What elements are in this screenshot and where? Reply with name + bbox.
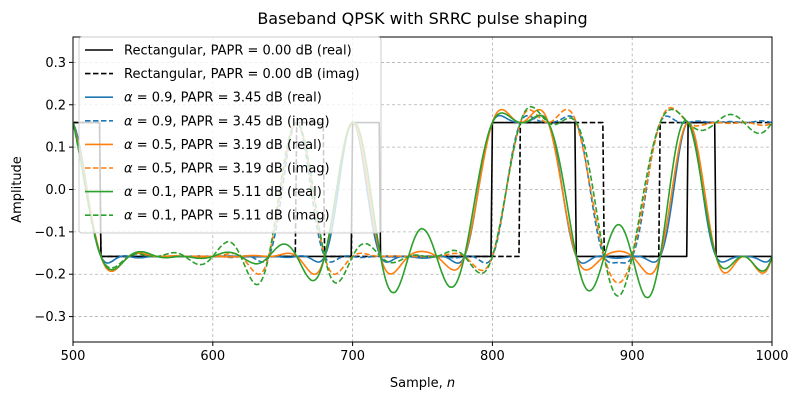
legend-label: α = 0.9, PAPR = 3.45 dB (real) xyxy=(124,91,322,106)
x-tick-label: 700 xyxy=(340,349,365,364)
y-tick-label: 0.3 xyxy=(45,56,66,71)
x-tick-label: 800 xyxy=(480,349,505,364)
x-tick-label: 600 xyxy=(200,349,225,364)
x-axis-label: Sample, n xyxy=(390,376,455,391)
chart-title: Baseband QPSK with SRRC pulse shaping xyxy=(257,9,587,28)
legend-label: α = 0.1, PAPR = 5.11 dB (real) xyxy=(124,185,322,200)
legend: Rectangular, PAPR = 0.00 dB (real) Rectan… xyxy=(78,36,382,234)
y-tick-label: −0.2 xyxy=(34,268,66,283)
legend-box xyxy=(78,36,382,234)
legend-label: Rectangular, PAPR = 0.00 dB (real) xyxy=(124,44,352,59)
legend-label: α = 0.1, PAPR = 5.11 dB (imag) xyxy=(124,209,330,224)
y-tick-label: 0.0 xyxy=(45,183,66,198)
x-tick-label: 900 xyxy=(620,349,645,364)
series-group xyxy=(73,105,772,299)
legend-label: Rectangular, PAPR = 0.00 dB (imag) xyxy=(124,67,360,82)
legend-label: α = 0.9, PAPR = 3.45 dB (imag) xyxy=(124,114,330,129)
series-line xyxy=(73,112,772,299)
legend-label: α = 0.5, PAPR = 3.19 dB (imag) xyxy=(124,162,330,177)
y-tick-label: −0.1 xyxy=(34,225,66,240)
x-axis-label-main: Sample, xyxy=(390,376,447,391)
legend-label: α = 0.5, PAPR = 3.19 dB (real) xyxy=(124,138,322,153)
x-tick-label: 1000 xyxy=(755,349,788,364)
y-tick-label: 0.2 xyxy=(45,98,66,113)
x-axis-label-var: n xyxy=(447,376,455,391)
y-axis-label: Amplitude xyxy=(10,156,25,223)
axis-ticks: 500 600 700 800 900 1000 −0.3 −0.2 −0.1 0.0 0.1 0.2… xyxy=(34,56,788,364)
series-line xyxy=(73,105,772,297)
y-tick-label: 0.1 xyxy=(45,141,66,156)
y-tick-label: −0.3 xyxy=(34,310,66,325)
x-tick-label: 500 xyxy=(61,349,86,364)
